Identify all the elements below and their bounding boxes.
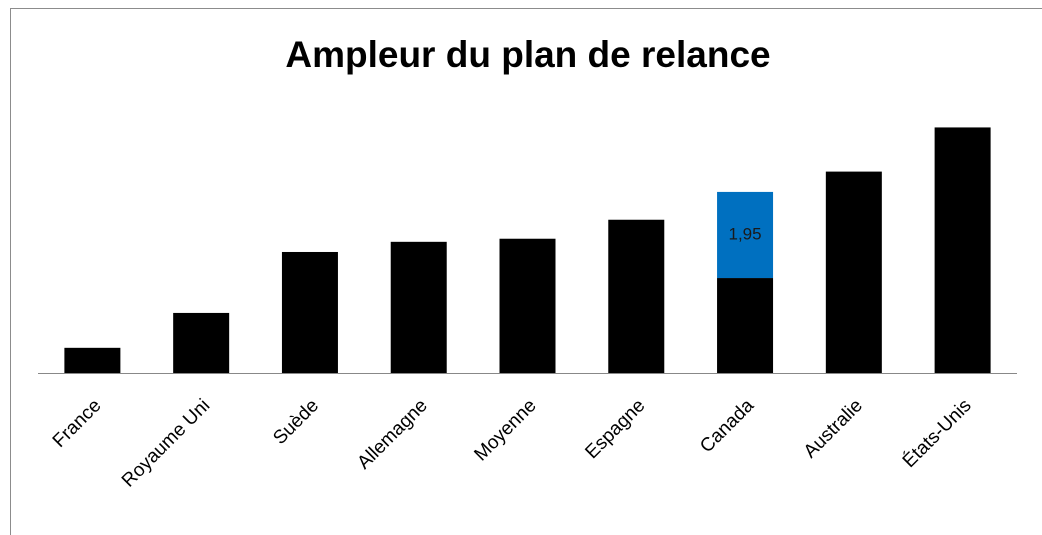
bar-segment [717, 278, 774, 373]
bar-segment [281, 251, 338, 373]
chart-title: Ampleur du plan de relance [285, 34, 770, 75]
bar-segment [64, 347, 121, 373]
bar-segment [717, 191, 774, 279]
bar-segment [390, 241, 447, 373]
bar-segment [825, 171, 882, 373]
bar-segment [934, 127, 991, 373]
bar-segment [608, 219, 665, 373]
data-label: 1,95 [729, 224, 762, 243]
bar-segment [499, 238, 556, 373]
bar-segment [173, 312, 230, 373]
